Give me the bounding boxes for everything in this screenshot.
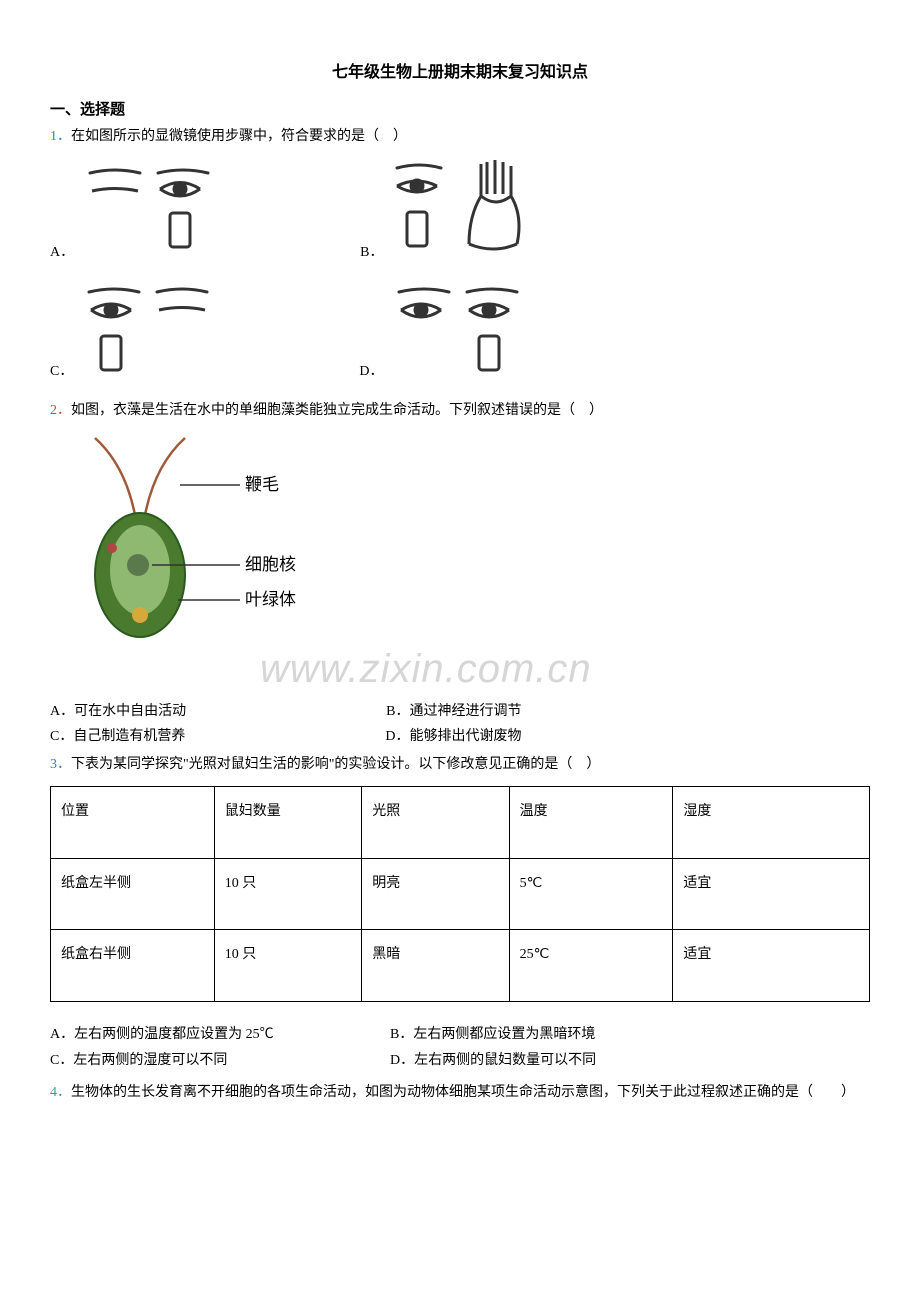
- question-1: 1．在如图所示的显微镜使用步骤中，符合要求的是（ ）: [50, 126, 870, 148]
- table-cell: 湿度: [673, 787, 870, 858]
- eye-diagram-c-icon: [79, 280, 219, 383]
- eye-diagram-a-icon: [80, 161, 220, 264]
- q1-number: 1．: [50, 129, 71, 144]
- table-cell: 10 只: [214, 858, 361, 929]
- table-cell: 鼠妇数量: [214, 787, 361, 858]
- q1-options-row2: C． D．: [50, 280, 870, 383]
- q2-opt-c: C．自己制造有机营养: [50, 726, 185, 748]
- table-cell: 明亮: [362, 858, 509, 929]
- table-row: 纸盒右半侧 10 只 黑暗 25℃ 适宜: [51, 930, 870, 1001]
- q1-opt-d-label: D．: [359, 361, 383, 383]
- svg-text:鞭毛: 鞭毛: [245, 475, 279, 494]
- eye-diagram-b-icon: [389, 156, 544, 264]
- svg-text:细胞核: 细胞核: [245, 555, 296, 574]
- q2-options-row2: C．自己制造有机营养 D．能够排出代谢废物: [50, 726, 870, 748]
- chlamydomonas-diagram: 鞭毛 细胞核 叶绿体: [50, 430, 870, 645]
- table-row: 纸盒左半侧 10 只 明亮 5℃ 适宜: [51, 858, 870, 929]
- q3-opt-d: D．左右两侧的鼠妇数量可以不同: [390, 1050, 870, 1072]
- table-cell: 适宜: [673, 930, 870, 1001]
- section-header: 一、选择题: [50, 98, 870, 122]
- q3-opt-b: B．左右两侧都应设置为黑暗环境: [390, 1024, 870, 1046]
- page-title: 七年级生物上册期末期末复习知识点: [50, 60, 870, 86]
- table-cell: 黑暗: [362, 930, 509, 1001]
- q2-opt-b: B．通过神经进行调节: [386, 701, 521, 723]
- table-cell: 适宜: [673, 858, 870, 929]
- q3-text: 下表为某同学探究"光照对鼠妇生活的影响"的实验设计。以下修改意见正确的是（ ）: [71, 757, 600, 772]
- q1-options-row1: A． B．: [50, 156, 870, 264]
- q3-number: 3．: [50, 757, 71, 772]
- question-3: 3．下表为某同学探究"光照对鼠妇生活的影响"的实验设计。以下修改意见正确的是（ …: [50, 754, 870, 776]
- q3-opt-c: C．左右两侧的湿度可以不同: [50, 1050, 390, 1072]
- q2-opt-d: D．能够排出代谢废物: [385, 726, 521, 748]
- eye-diagram-d-icon: [389, 280, 529, 383]
- table-cell: 温度: [509, 787, 673, 858]
- table-cell: 25℃: [509, 930, 673, 1001]
- q4-number: 4．: [50, 1085, 71, 1100]
- q3-opt-a: A．左右两侧的温度都应设置为 25℃: [50, 1024, 390, 1046]
- table-cell: 纸盒左半侧: [51, 858, 215, 929]
- q2-number: 2．: [50, 403, 71, 418]
- q2-opt-a: A．可在水中自由活动: [50, 701, 186, 723]
- q3-table: 位置 鼠妇数量 光照 温度 湿度 纸盒左半侧 10 只 明亮 5℃ 适宜 纸盒右…: [50, 786, 870, 1001]
- q3-options: A．左右两侧的温度都应设置为 25℃ B．左右两侧都应设置为黑暗环境 C．左右两…: [50, 1024, 870, 1073]
- question-4: 4．生物体的生长发育离不开细胞的各项生命活动，如图为动物体细胞某项生命活动示意图…: [50, 1082, 870, 1104]
- question-2: 2．如图，衣藻是生活在水中的单细胞藻类能独立完成生命活动。下列叙述错误的是（ ）: [50, 400, 870, 422]
- q1-opt-c-label: C．: [50, 361, 73, 383]
- table-cell: 光照: [362, 787, 509, 858]
- q2-text: 如图，衣藻是生活在水中的单细胞藻类能独立完成生命活动。下列叙述错误的是（ ）: [71, 403, 603, 418]
- table-row: 位置 鼠妇数量 光照 温度 湿度: [51, 787, 870, 858]
- table-cell: 位置: [51, 787, 215, 858]
- q4-text: 生物体的生长发育离不开细胞的各项生命活动，如图为动物体细胞某项生命活动示意图，下…: [71, 1085, 855, 1100]
- table-cell: 5℃: [509, 858, 673, 929]
- q2-options-row1: A．可在水中自由活动 B．通过神经进行调节: [50, 701, 870, 723]
- svg-text:叶绿体: 叶绿体: [245, 590, 296, 609]
- q1-opt-b-label: B．: [360, 242, 383, 264]
- q1-opt-a-label: A．: [50, 242, 74, 264]
- watermark: www.zixin.com.cn: [260, 637, 870, 701]
- q1-text: 在如图所示的显微镜使用步骤中，符合要求的是（ ）: [71, 129, 407, 144]
- table-cell: 纸盒右半侧: [51, 930, 215, 1001]
- table-cell: 10 只: [214, 930, 361, 1001]
